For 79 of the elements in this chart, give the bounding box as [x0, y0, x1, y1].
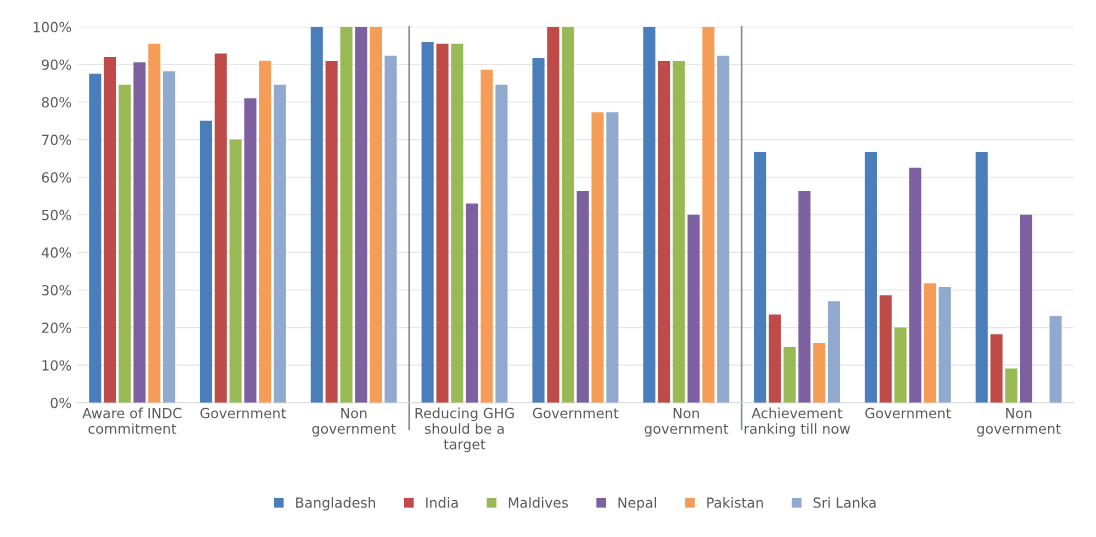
x-tick-label: Aware of INDC commitment	[82, 407, 182, 434]
bar	[591, 112, 604, 403]
bar	[813, 342, 826, 403]
y-tick-label: 100%	[33, 21, 72, 33]
bar	[909, 167, 922, 403]
y-tick-label: 0%	[50, 397, 72, 409]
legend-label: Sri Lanka	[813, 497, 876, 508]
x-tick-label: Non government	[977, 408, 1061, 437]
bar	[369, 26, 382, 403]
bar	[975, 152, 988, 403]
bar	[163, 71, 176, 403]
bar	[480, 69, 493, 403]
bar	[864, 152, 877, 403]
bar	[827, 301, 841, 403]
y-tick-label: 10%	[42, 360, 72, 371]
x-tick-label: Non government	[644, 408, 729, 437]
bar	[495, 84, 508, 403]
bar	[199, 120, 213, 403]
bar	[938, 286, 951, 403]
bar	[340, 26, 353, 403]
bar	[451, 43, 464, 403]
x-tick-label: Achievement ranking till now	[744, 407, 850, 437]
bar	[798, 191, 811, 403]
bar	[89, 73, 102, 403]
bar	[244, 98, 257, 403]
y-tick-label: 20%	[42, 322, 72, 334]
x-tick-label: Reducing GHG should be a target	[415, 407, 514, 453]
bar	[702, 26, 715, 403]
bar	[1049, 315, 1062, 403]
bar	[687, 214, 700, 403]
bar	[214, 53, 227, 403]
bar	[576, 191, 589, 403]
legend-label: Bangladesh	[296, 497, 376, 511]
x-tick-label: Government	[200, 407, 286, 419]
bar	[273, 84, 286, 403]
bar	[1020, 214, 1033, 403]
bar	[1005, 368, 1018, 403]
legend-label: Pakistan	[707, 497, 763, 508]
bar	[148, 43, 161, 403]
bar	[229, 139, 242, 403]
bar	[118, 84, 131, 403]
bar	[133, 62, 146, 403]
bar	[879, 295, 892, 403]
x-tick-label: Non government	[312, 408, 396, 437]
bar	[421, 41, 434, 403]
bar	[259, 60, 272, 403]
y-tick-label: 70%	[42, 134, 72, 146]
bar	[561, 26, 575, 403]
y-tick-label: 80%	[41, 97, 72, 108]
bar	[923, 283, 937, 403]
y-tick-label: 90%	[41, 59, 72, 70]
bar	[436, 43, 449, 403]
legend-label: India	[426, 497, 458, 508]
x-tick-label: Government	[532, 407, 619, 419]
bar	[783, 347, 796, 403]
legend-label: Nepal	[618, 497, 656, 511]
bar	[768, 314, 781, 403]
y-tick-label: 30%	[42, 284, 72, 296]
bar	[717, 55, 730, 403]
bar	[754, 152, 767, 403]
y-tick-label: 40%	[41, 247, 72, 258]
bar	[606, 112, 619, 403]
bar	[310, 26, 323, 403]
bar	[465, 203, 479, 403]
bar	[658, 61, 671, 403]
bar	[643, 26, 656, 403]
bar	[355, 26, 368, 403]
bar	[990, 334, 1003, 403]
bar	[325, 61, 338, 403]
legend-label: Maldives	[508, 497, 568, 508]
bar	[532, 58, 545, 403]
bar	[672, 61, 685, 403]
bar	[103, 56, 117, 403]
x-tick-label: Government	[865, 407, 951, 419]
y-tick-label: 50%	[42, 209, 72, 221]
bar	[384, 55, 397, 403]
y-tick-label: 60%	[41, 172, 72, 183]
bar	[547, 26, 560, 403]
bar	[894, 327, 907, 403]
